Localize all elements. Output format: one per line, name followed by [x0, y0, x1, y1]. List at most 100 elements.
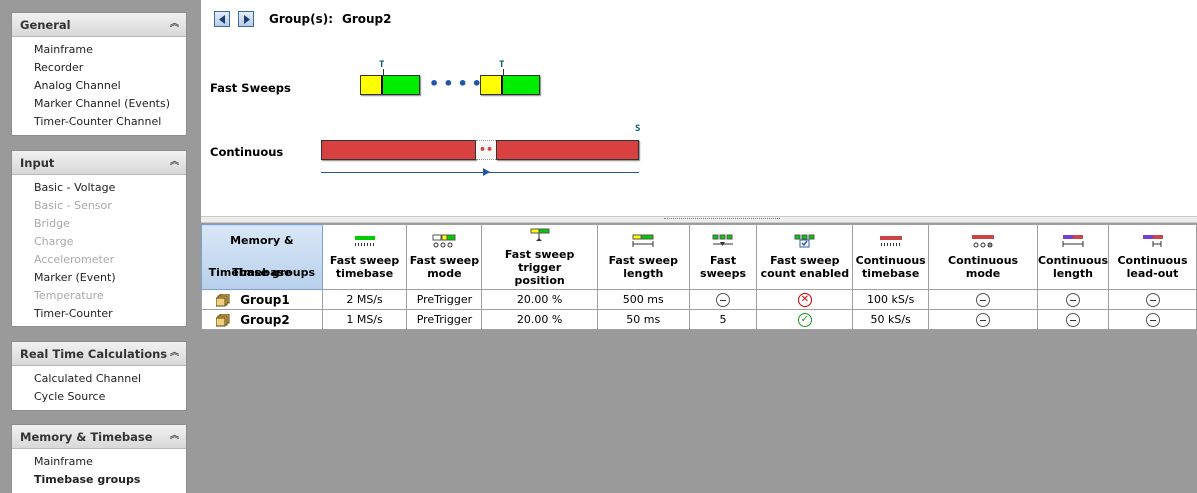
sidebar-item-memory-mainframe[interactable]: Mainframe — [34, 455, 93, 468]
panel-header-memory-timebase[interactable]: Memory & Timebase ︽ — [12, 425, 186, 449]
cell-continuous-lead-out[interactable] — [1108, 309, 1197, 330]
cell-sweep-length[interactable]: 50 ms — [596, 309, 690, 330]
col-label: Continuous — [1117, 254, 1188, 267]
col-label: Fast sweep — [770, 254, 840, 267]
splitter-grip[interactable] — [664, 218, 780, 221]
corner-title: Memory & Timebase — [230, 234, 294, 279]
cell-fast-sweep-mode[interactable]: PreTrigger — [406, 309, 483, 330]
col-label: count enabled — [760, 267, 850, 280]
col-label: position — [514, 273, 565, 287]
col-header-fast-sweeps[interactable]: Fast sweeps — [688, 224, 758, 290]
collapse-icon[interactable]: ︽ — [169, 157, 179, 167]
col-header-fast-sweep-count-enabled[interactable]: Fast sweep count enabled — [756, 224, 854, 290]
continuous-lead-out-icon — [1142, 235, 1163, 247]
panel-header-input[interactable]: Input ︽ — [12, 151, 186, 175]
sidebar-item-marker-channel[interactable]: Marker Channel (Events) — [34, 97, 171, 110]
cell-continuous-timebase[interactable]: 50 kS/s — [852, 309, 930, 330]
sidebar-item-timer-counter[interactable]: Timer-Counter — [34, 307, 113, 320]
sidebar-item-charge: Charge — [34, 235, 74, 248]
cell-fast-sweep-timebase[interactable]: 2 MS/s — [321, 289, 408, 310]
col-label: Fast sweep — [409, 254, 480, 267]
cell-trigger-position[interactable]: 20.00 % — [481, 309, 598, 330]
sidebar-item-timer-counter-channel[interactable]: Timer-Counter Channel — [34, 115, 162, 128]
previous-group-button[interactable] — [214, 11, 230, 27]
sidebar-item-accelerometer: Accelerometer — [34, 253, 115, 266]
col-header-continuous-mode[interactable]: Continuous mode — [928, 224, 1038, 290]
next-group-button[interactable] — [238, 11, 254, 27]
cell-fast-sweep-timebase[interactable]: 1 MS/s — [321, 309, 408, 330]
stop-marker-icon: S — [635, 124, 641, 134]
collapse-icon[interactable]: ︽ — [169, 19, 179, 29]
continuous-mode-icon — [972, 235, 995, 248]
fast-sweep-timebase-icon — [354, 236, 375, 246]
col-label: mode — [427, 267, 462, 280]
trigger-stem — [503, 69, 504, 76]
table-row[interactable]: Group1 2 MS/s PreTrigger 20.00 % 500 ms … — [201, 289, 1197, 310]
timebase-groups-table: Memory & Timebase Timebase groups Fast s… — [201, 224, 1197, 330]
timeline-line — [321, 172, 639, 173]
row-header-group2[interactable]: Group2 — [201, 309, 323, 330]
count-enabled-icon — [794, 234, 815, 248]
not-applicable-icon — [976, 292, 991, 307]
panel-general: General ︽ Mainframe Recorder Analog Chan… — [11, 12, 187, 136]
col-header-fast-sweep-trigger-position[interactable]: Fast sweep trigger position — [481, 224, 598, 290]
pretrigger-segment — [481, 76, 503, 94]
col-label: Fast sweep trigger — [504, 247, 575, 274]
panel-memory-timebase: Memory & Timebase ︽ Mainframe Timebase g… — [11, 424, 187, 493]
disabled-x-icon: ✕ — [797, 292, 812, 307]
cell-fast-sweeps[interactable] — [688, 289, 758, 310]
cell-continuous-length[interactable] — [1036, 309, 1110, 330]
arrow-right-icon — [244, 15, 250, 24]
collapse-icon[interactable]: ︽ — [169, 431, 179, 441]
col-label: length — [623, 267, 664, 280]
cell-trigger-position[interactable]: 20.00 % — [481, 289, 598, 310]
panel-header-general[interactable]: General ︽ — [12, 13, 186, 37]
col-header-fast-sweep-timebase[interactable]: Fast sweep timebase — [321, 224, 408, 290]
sidebar-item-calculated-channel[interactable]: Calculated Channel — [34, 372, 142, 385]
arrow-left-icon — [219, 15, 225, 24]
table-row[interactable]: Group2 1 MS/s PreTrigger 20.00 % 50 ms 5… — [201, 309, 1197, 330]
continuous-timebase-icon — [879, 236, 902, 246]
sidebar-item-timebase-groups[interactable]: Timebase groups — [34, 473, 141, 486]
cell-fast-sweeps[interactable]: 5 — [688, 309, 758, 330]
cell-fast-sweep-mode[interactable]: PreTrigger — [406, 289, 483, 310]
col-label: Continuous — [855, 254, 926, 267]
trigger-position-icon — [530, 228, 550, 241]
sidebar-item-recorder[interactable]: Recorder — [34, 61, 84, 74]
sidebar-item-basic-voltage[interactable]: Basic - Voltage — [34, 181, 116, 194]
sidebar-item-analog-channel[interactable]: Analog Channel — [34, 79, 121, 92]
col-label: Continuous — [1037, 254, 1109, 267]
col-header-fast-sweep-mode[interactable]: Fast sweep mode — [406, 224, 483, 290]
cell-continuous-timebase[interactable]: 100 kS/s — [852, 289, 930, 310]
table-corner-header: Memory & Timebase Timebase groups — [201, 224, 323, 290]
collapse-icon[interactable]: ︽ — [169, 348, 179, 358]
sidebar-item-mainframe[interactable]: Mainframe — [34, 43, 93, 56]
cell-sweep-length[interactable]: 500 ms — [596, 289, 690, 310]
row-header-group1[interactable]: Group1 — [201, 289, 323, 310]
col-header-continuous-length[interactable]: Continuous length — [1036, 224, 1110, 290]
cell-continuous-mode[interactable] — [928, 289, 1038, 310]
continuous-bar-start — [321, 140, 476, 160]
group-icon — [216, 293, 230, 306]
not-applicable-icon — [1145, 312, 1160, 327]
cell-continuous-mode[interactable] — [928, 309, 1038, 330]
col-label: lead-out — [1126, 267, 1179, 280]
col-header-continuous-lead-out[interactable]: Continuous lead-out — [1108, 224, 1197, 290]
sidebar-item-marker-event[interactable]: Marker (Event) — [34, 271, 116, 284]
panel-header-real-time-calculations[interactable]: Real Time Calculations ︽ — [12, 342, 186, 366]
sweep-diagram-area: Group(s): Group2 Fast Sweeps T •••• T Co… — [201, 0, 1197, 220]
panel-title: Input — [20, 155, 55, 170]
continuous-length-icon — [1062, 235, 1084, 247]
not-applicable-icon — [976, 312, 991, 327]
splitter-handle[interactable] — [201, 216, 1197, 223]
sidebar-item-cycle-source[interactable]: Cycle Source — [34, 390, 106, 403]
cell-continuous-length[interactable] — [1036, 289, 1110, 310]
cell-count-enabled[interactable]: ✓ — [756, 309, 854, 330]
continuous-gap: •• — [476, 140, 496, 160]
cell-continuous-lead-out[interactable] — [1108, 289, 1197, 310]
cell-count-enabled[interactable]: ✕ — [756, 289, 854, 310]
posttrigger-segment — [503, 76, 539, 94]
timeline-arrow-icon — [483, 168, 490, 176]
col-header-fast-sweep-length[interactable]: Fast sweep length — [596, 224, 690, 290]
col-header-continuous-timebase[interactable]: Continuous timebase — [852, 224, 930, 290]
